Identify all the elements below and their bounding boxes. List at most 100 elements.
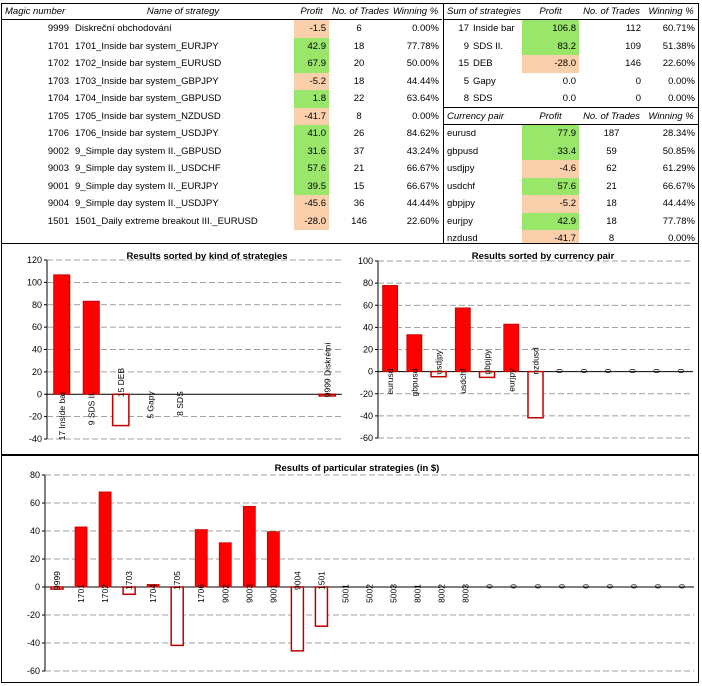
trade-count: 22 [353,93,365,105]
category-label: 9 SDS II. [86,391,96,425]
group-id: 8 [463,93,469,105]
bar [454,307,471,373]
category-label: 0 [629,584,639,589]
trade-count: 0 [635,93,641,105]
sum-header-trades: No. of Trades [579,4,644,20]
y-tick-label: -60 [27,666,40,676]
profit-value: 39.5 [294,177,329,195]
profit-value: 57.6 [294,160,329,178]
y-tick-label: 40 [32,345,42,355]
group-name: SDS II. [473,40,504,52]
group-name: SDS [473,93,493,105]
category-label: usdjpy [434,349,444,374]
magic-number: 1702 [47,58,69,70]
category-label: 9004 [292,571,302,590]
strategy-name: 1501_Daily extreme breakout III._EURUSD [75,215,258,227]
table-row: 1501 1501_Daily extreme breakout III._EUR… [2,212,442,230]
chart-panel-middle: Results sorted by kind of strategies -40 -… [1,243,699,455]
winning-percent: 61.29% [662,163,695,175]
profit-value: 42.9 [522,212,579,230]
winning-percent: 50.00% [406,58,439,70]
trade-count: 37 [353,145,365,157]
winning-percent: 22.60% [662,58,695,70]
strategy-name: Diskreční obchodování [75,23,172,35]
category-label: 8003 [461,584,471,603]
winning-percent: 50.85% [662,145,695,157]
magic-number: 9003 [47,163,69,175]
magic-number: 1705 [47,110,69,122]
table-row: eurjpy 42.9 18 77.78% [444,212,698,230]
sum-header-name: Sum of strategies [444,4,522,20]
strategy-name: 1705_Inside bar system_NZDUSD [75,110,221,122]
bar [50,586,64,590]
category-label: 8 SDS [175,391,185,416]
bar [318,393,337,397]
category-label: 8001 [413,584,423,603]
trade-count: 26 [353,128,365,140]
trade-count: 21 [353,163,365,175]
table-divider [443,4,444,243]
profit-value: 83.2 [522,37,579,55]
bar [314,586,329,627]
group-id: 9 [463,40,469,52]
table-row: gbpusd 33.4 59 50.85% [444,142,698,160]
strategy-name: 9_Simple day system II._USDJPY [75,198,219,210]
category-label: 9999 [52,571,62,590]
winning-percent: 22.60% [406,215,439,227]
trade-count: 8 [608,233,615,245]
currency-pair: eurusd [447,128,477,140]
strategy-name: 9_Simple day system II._EURJPY [75,180,219,192]
bar [111,393,130,427]
trade-count: 21 [606,180,617,192]
currency-pair: usdjpy [447,163,475,175]
strategy-name: 1706_Inside bar system_USDJPY [75,128,219,140]
category-label: 0 [676,368,686,373]
y-tick-label: -20 [360,389,373,399]
winning-percent: 84.62% [406,128,439,140]
winning-percent: 43.24% [406,145,439,157]
chart-by-currency-pair: Results sorted by currency pair -60 -40 -20… [358,251,693,443]
strategy-name: 1702_Inside bar system_EURUSD [75,58,222,70]
category-label: usdchf [458,368,468,394]
chart-title: Results sorted by kind of strategies [126,251,287,262]
chart-title: Results sorted by currency pair [472,251,615,262]
category-label: 9999 Diskrétní [322,342,332,397]
strategy-name: 1701_Inside bar system_EURJPY [75,40,219,52]
profit-value: 0.0 [562,93,576,105]
bar [194,529,208,588]
category-label: 0 [509,584,519,589]
category-label: 5003 [389,584,399,603]
table-row: gbpjpy -5.2 18 44.44% [444,195,698,213]
winning-percent: 77.78% [406,40,439,52]
pair-header-win: Winning % [644,109,698,125]
table-row: 1706 1706_Inside bar system_USDJPY 41.0 26 8… [2,125,442,143]
chart-panel-bottom: Results of particular strategies (in $) -… [1,455,699,683]
y-tick-label: 40 [363,322,373,332]
chart-title: Results of particular strategies (in $) [275,463,440,474]
y-tick-label: 20 [32,367,42,377]
pair-header-profit: Profit [522,109,579,125]
currency-pair-table: Currency pair Profit No. of Trades Winni… [444,109,698,248]
trade-count: 36 [353,198,365,210]
category-label: nzdusd [531,347,541,375]
winning-percent: 51.38% [662,40,695,52]
profit-value: 41.0 [294,125,329,143]
y-tick-label: 20 [363,345,373,355]
bar [82,300,100,395]
y-tick-label: 80 [30,470,40,480]
trade-count: 18 [606,215,617,227]
profit-value: -45.6 [294,195,329,213]
col-header-name: Name of strategy [72,4,294,20]
category-label: gbpusd [409,368,419,396]
y-tick-label: -60 [360,433,373,443]
profit-value: -28.0 [294,212,329,230]
trade-count: 0 [635,75,641,87]
table-row: 9004 9_Simple day system II._USDJPY -45.6 3… [2,195,442,213]
profit-value: -5.2 [294,72,329,90]
y-tick-label: 80 [363,278,373,288]
col-header-trades: No. of Trades [329,4,389,20]
trade-count: 20 [353,58,365,70]
winning-percent: 0.00% [412,110,439,122]
col-header-profit: Profit [294,4,329,20]
category-label: 0 [605,584,615,589]
